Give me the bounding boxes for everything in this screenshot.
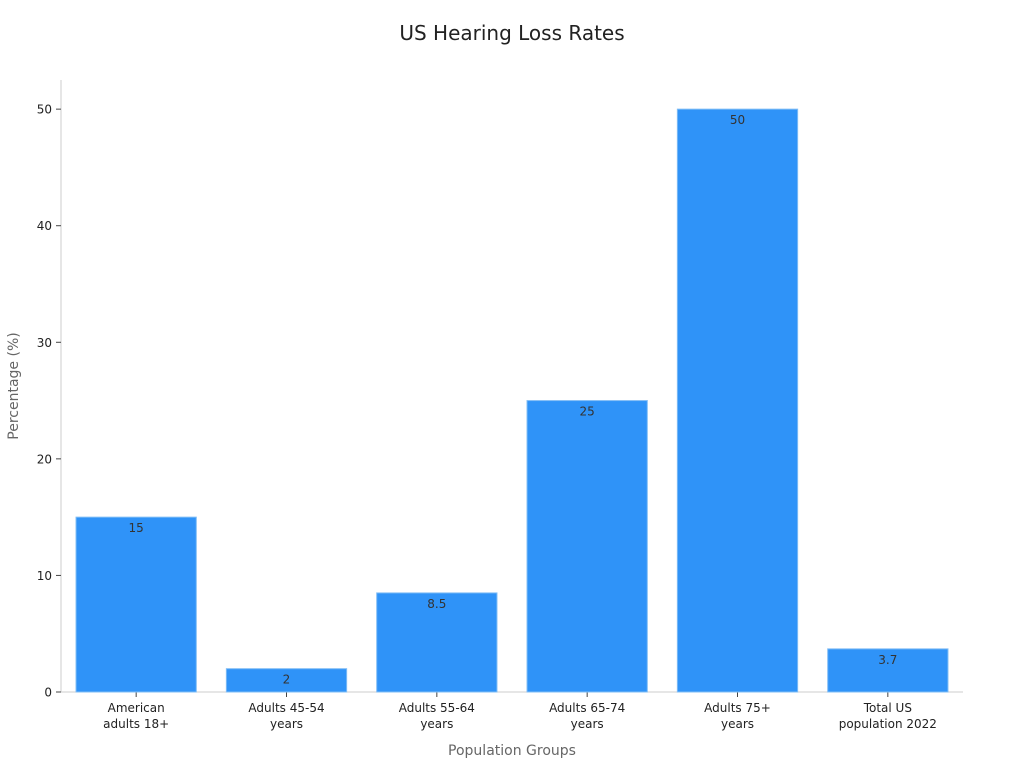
y-axis: 0 10 20 30 40 50 [37,80,62,700]
y-tick-label: 20 [37,452,52,466]
bar [827,648,949,693]
x-tick-label-line: years [571,717,604,731]
x-tick-label: Adults 45-54 years [248,701,324,731]
x-tick-label-line: Adults 55-64 [399,701,475,715]
bar [526,400,648,693]
y-tick-label: 40 [37,219,52,233]
x-tick-label: Adults 65-74 years [549,701,625,731]
y-axis-title: Percentage (%) [6,332,22,439]
data-labels: 15 2 8.5 25 50 3.7 [129,113,898,687]
bar-value-label: 50 [730,113,745,127]
bar [676,108,799,693]
bar-value-label: 2 [283,673,291,687]
x-tick-label-line: years [420,717,453,731]
x-tick-label: Total US population 2022 [839,701,937,731]
x-tick-label-line: Adults 45-54 [248,701,324,715]
bar [376,592,498,693]
y-tick-label: 0 [44,686,52,700]
x-tick-label-line: Adults 75+ [704,701,771,715]
y-tick-label: 50 [37,103,52,117]
x-tick-label: Adults 75+ years [704,701,771,731]
x-tick-label-line: American [108,701,165,715]
x-tick-label-line: Adults 65-74 [549,701,625,715]
x-tick-label-line: adults 18+ [103,717,169,731]
x-tick-label-line: Total US [863,701,912,715]
bar-value-label: 25 [580,405,595,419]
chart-title: US Hearing Loss Rates [399,21,624,45]
bars [75,108,949,693]
x-tick-label: American adults 18+ [103,701,169,731]
y-tick-label: 10 [37,569,52,583]
bar-value-label: 3.7 [878,653,897,667]
bar-value-label: 8.5 [427,597,446,611]
y-tick-label: 30 [37,336,52,350]
x-tick-label-line: population 2022 [839,717,937,731]
x-axis: American adults 18+Adults 45-54 yearsAdult… [61,691,963,731]
x-tick-label-line: years [721,717,754,731]
x-tick-label-line: years [270,717,303,731]
x-tick-label: Adults 55-64 years [399,701,475,731]
bar [75,516,197,693]
bar [225,668,348,693]
x-axis-title: Population Groups [448,743,576,759]
bar-value-label: 15 [129,521,144,535]
